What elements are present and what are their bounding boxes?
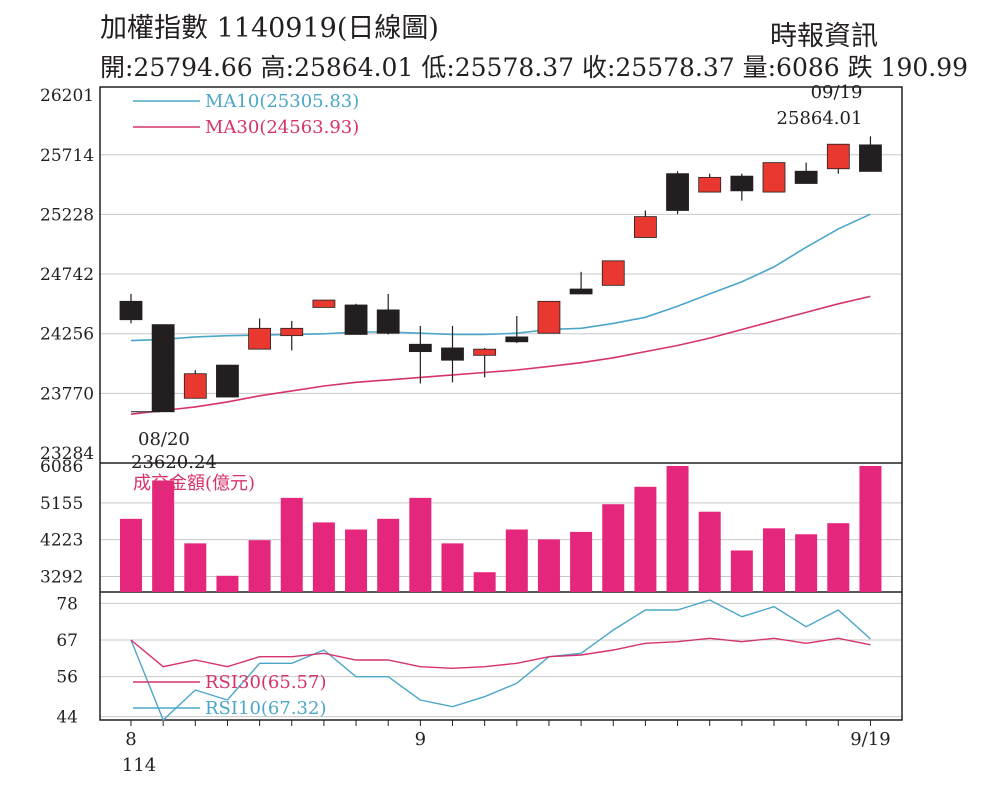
volume-bar xyxy=(763,528,785,592)
volume-bar xyxy=(602,504,625,592)
chart-title: 加權指數 1140919(日線圖) xyxy=(100,13,439,44)
legend-label: MA30(24563.93) xyxy=(205,117,359,138)
candle-down xyxy=(666,173,689,211)
volume-bar xyxy=(120,518,142,592)
candle-down xyxy=(119,300,143,321)
candle-down xyxy=(216,364,239,398)
candlesticks xyxy=(119,136,882,413)
x-tick-label: 9/19 xyxy=(850,729,890,750)
rsi-lines xyxy=(130,599,871,722)
volume-bar xyxy=(859,466,882,592)
volume-bar xyxy=(377,518,400,592)
candle-up xyxy=(601,260,625,286)
candle-down xyxy=(441,347,464,361)
volume-bar xyxy=(473,572,496,592)
candle-down xyxy=(569,288,593,295)
rsi-tick-label: 56 xyxy=(56,668,78,688)
volume-bar xyxy=(248,540,271,592)
candle-down xyxy=(344,304,368,335)
rsi30-line xyxy=(130,637,871,670)
volume-tick-label: 3292 xyxy=(40,567,83,587)
volume-bar xyxy=(280,497,303,592)
rsi-tick-label: 67 xyxy=(56,631,78,651)
candle-up xyxy=(312,299,336,308)
volume-bar xyxy=(345,529,368,592)
volume-bar xyxy=(441,543,464,592)
price-tick-label: 24256 xyxy=(40,325,94,345)
candle-up xyxy=(762,162,786,193)
grid-lines xyxy=(100,154,902,718)
x-tick-label: 9 xyxy=(415,729,426,750)
volume-bar xyxy=(312,522,335,592)
volume-tick-label: 6086 xyxy=(40,457,83,477)
ma30-line xyxy=(130,295,871,415)
candle-down xyxy=(151,324,175,413)
price-tick-label: 25228 xyxy=(40,205,94,225)
candle-up xyxy=(826,143,850,170)
candle-down xyxy=(859,144,882,172)
candle-up xyxy=(248,327,272,350)
price-tick-label: 26201 xyxy=(40,86,94,106)
volume-bar xyxy=(216,575,239,592)
price-tick-label: 25714 xyxy=(40,146,94,166)
volume-tick-label: 5155 xyxy=(40,494,83,514)
volume-bar xyxy=(666,466,689,592)
x-year-label: 114 xyxy=(122,755,156,776)
volume-bar xyxy=(827,523,850,592)
x-tick-labels: 8 114 9 9/19 xyxy=(122,729,891,776)
ma10-line xyxy=(130,213,871,342)
volume-bar xyxy=(184,543,207,592)
volume-bar xyxy=(698,511,721,592)
candle-down xyxy=(408,343,432,353)
volume-bar xyxy=(505,529,528,592)
candle-down xyxy=(376,309,400,334)
volume-bar xyxy=(795,534,818,592)
price-tick-label: 24742 xyxy=(40,265,94,285)
source-label: 時報資訊 xyxy=(770,21,878,52)
rsi-tick-label: 44 xyxy=(56,708,78,728)
low-value-label: 23620.24 xyxy=(131,452,217,473)
volume-bar xyxy=(730,550,753,592)
high-value-label: 25864.01 xyxy=(777,108,863,129)
volume-title: 成交金額(億元) xyxy=(133,473,255,494)
legend-label: MA10(25305.83) xyxy=(205,91,359,112)
volume-tick-label: 4223 xyxy=(40,531,83,551)
candle-down xyxy=(794,170,818,184)
high-date-label: 09/19 xyxy=(811,82,863,103)
volume-bar xyxy=(152,480,175,592)
legend-label: RSI10(67.32) xyxy=(205,698,326,719)
volume-bar xyxy=(409,497,432,592)
ohlc-summary: 開:25794.66 高:25864.01 低:25578.37 收:25578… xyxy=(100,53,969,82)
candle-up xyxy=(280,327,304,337)
low-date-label: 08/20 xyxy=(138,429,190,450)
candle-up xyxy=(473,348,497,356)
volume-bar xyxy=(537,539,560,592)
rsi-tick-label: 78 xyxy=(56,594,78,614)
moving-average-lines xyxy=(130,213,871,415)
candle-up xyxy=(698,176,722,193)
candle-down xyxy=(505,336,529,343)
volume-bar xyxy=(570,531,593,592)
candle-up xyxy=(183,373,207,399)
candle-up xyxy=(537,300,561,334)
volume-bars xyxy=(120,466,882,592)
price-tick-label: 23770 xyxy=(40,384,94,404)
candle-up xyxy=(634,216,657,238)
price-tick-label: 23284 xyxy=(40,444,94,464)
chart-frame xyxy=(99,86,903,721)
legends: 成交金額(億元) MA10(25305.83) MA30(24563.93) RSI3… xyxy=(133,91,359,719)
legend-label: RSI30(65.57) xyxy=(205,672,326,693)
rsi10-line xyxy=(130,599,871,722)
x-tick-label: 8 xyxy=(125,729,136,750)
volume-bar xyxy=(634,486,657,592)
candle-down xyxy=(730,175,754,192)
